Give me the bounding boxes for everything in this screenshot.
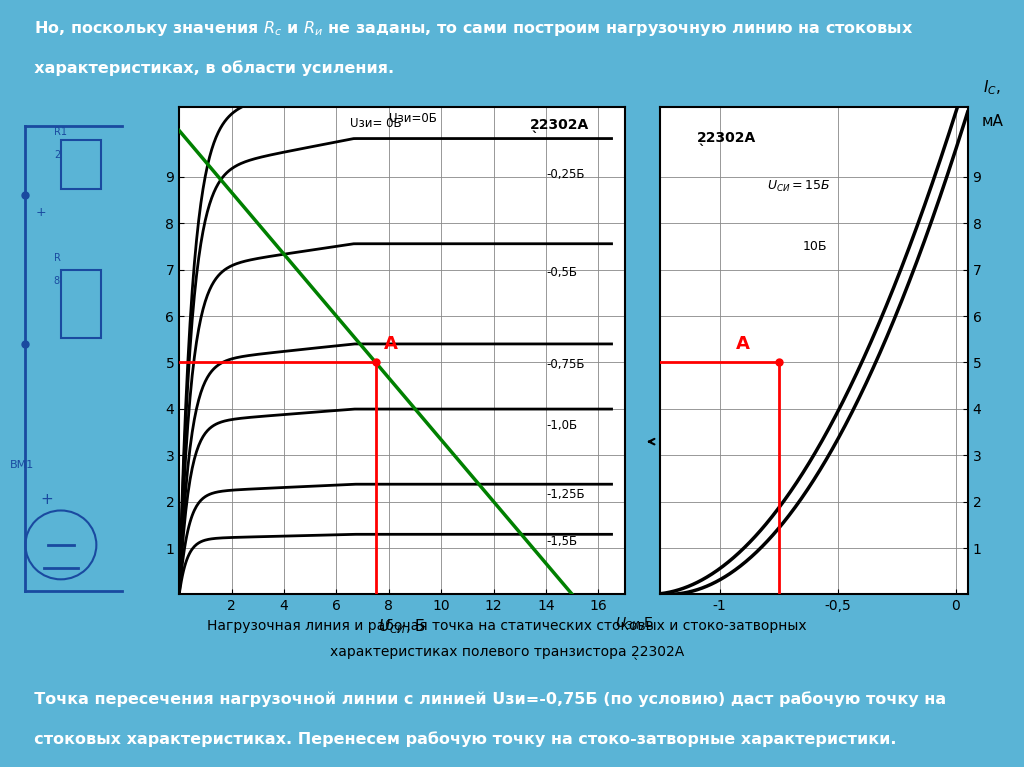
Text: Uзи=0Б: Uзи=0Б (389, 113, 436, 126)
Text: Нагрузочная линия и рабочая точка на статических стоковых и стоко-затворных: Нагрузочная линия и рабочая точка на ста… (207, 620, 807, 634)
Text: $U_{СИ}=15Б$: $U_{СИ}=15Б$ (767, 179, 830, 194)
Text: +: + (41, 492, 53, 506)
Text: характеристиках, в области усиления.: характеристиках, в области усиления. (24, 61, 394, 76)
Text: R1: R1 (54, 127, 67, 137)
Text: 8: 8 (54, 276, 60, 286)
Text: -1,0Б: -1,0Б (546, 419, 578, 432)
Text: мА: мА (981, 114, 1004, 130)
Text: -0,25Б: -0,25Б (546, 168, 585, 181)
Text: -0,5Б: -0,5Б (546, 265, 578, 278)
Text: А: А (384, 334, 397, 353)
Text: стоковых характеристиках. Перенесем рабочую точку на стоко-затворные характерист: стоковых характеристиках. Перенесем рабо… (24, 732, 897, 747)
Bar (60, 269, 101, 338)
Text: $U_{ЗИ}$,Б: $U_{ЗИ}$,Б (615, 615, 654, 632)
Text: -1,5Б: -1,5Б (546, 535, 578, 548)
Text: +: + (36, 206, 46, 219)
Text: Но, поскольку значения $R_c$ и $R_и$ не заданы, то сами построим нагрузочную лин: Но, поскольку значения $R_c$ и $R_и$ не … (24, 19, 913, 38)
Text: Точка пересечения нагрузочной линии с линией Uзи=-0,75Б (по условию) даст рабочу: Точка пересечения нагрузочной линии с ли… (24, 692, 946, 707)
Text: -1,25Б: -1,25Б (546, 489, 585, 501)
Text: 2̖2302А: 2̖2302А (697, 132, 757, 146)
Text: BM1: BM1 (10, 459, 35, 469)
Text: Uзи= 0Б: Uзи= 0Б (350, 117, 401, 130)
Text: R: R (54, 253, 60, 263)
Text: 2: 2 (54, 150, 60, 160)
Bar (60, 140, 101, 189)
Text: -0,75Б: -0,75Б (546, 358, 585, 371)
X-axis label: $U_{СИ}$, Б: $U_{СИ}$, Б (378, 617, 426, 636)
Text: характеристиках полевого транзистора 2̖2302А: характеристиках полевого транзистора 2̖2… (330, 646, 684, 660)
Text: 2̖2302А: 2̖2302А (529, 119, 589, 133)
Text: 10Б: 10Б (802, 240, 826, 253)
Text: $I_C$,: $I_C$, (983, 78, 1001, 97)
Text: А: А (736, 334, 750, 353)
